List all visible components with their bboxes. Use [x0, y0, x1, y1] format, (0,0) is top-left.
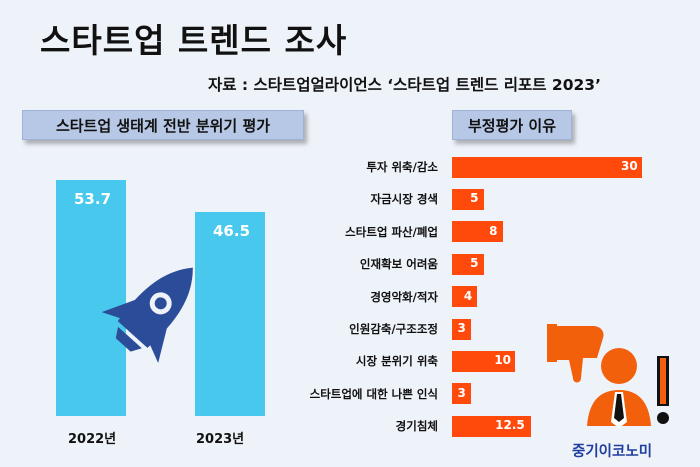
reason-bar: [452, 415, 532, 437]
category-label: 스타트업에 대한 나쁜 인식: [309, 386, 438, 401]
reason-bar-value: 30: [621, 159, 638, 173]
reason-bar: [452, 383, 471, 405]
bar-2023년: [195, 211, 265, 416]
reason-bar-value: 5: [470, 191, 479, 206]
category-label: 경영악화/적자: [370, 289, 438, 304]
reason-bar-value: 5: [470, 256, 479, 271]
page-title: 스타트업 트렌드 조사: [40, 21, 348, 60]
brand-logo-text: 중기이코노미: [572, 444, 653, 460]
exclamation-icon: [657, 356, 669, 424]
right-chart-title: 부정평가 이유: [452, 110, 572, 140]
reason-bar: [452, 253, 484, 275]
reason-bar-value: 8: [489, 223, 498, 238]
category-label: 시장 분위기 위축: [355, 354, 438, 369]
bar-value-label: 53.7: [74, 190, 112, 208]
reason-bar: [452, 286, 478, 308]
bar-value-label: 46.5: [213, 221, 251, 240]
reason-bar: [452, 221, 503, 243]
reason-bar: [452, 350, 516, 372]
reason-bar-value: 4: [463, 288, 473, 303]
category-label: 자금시장 경색: [370, 192, 438, 207]
category-label: 인원감축/구조조정: [349, 322, 438, 336]
reason-bar: [452, 188, 484, 210]
person-icon: [587, 348, 651, 428]
reason-bar-value: 3: [457, 385, 466, 400]
reason-bar-value: 12.5: [495, 418, 525, 433]
category-label: 경기침체: [395, 419, 438, 434]
category-label: 인재확보 어려움: [359, 257, 438, 272]
thumbs-down-figure: [547, 324, 669, 428]
category-label: 투자 위축/감소: [366, 160, 438, 174]
reason-bar: [452, 156, 642, 178]
thumbs-down-icon: [547, 324, 604, 383]
x-tick-label: 2023년: [196, 432, 245, 447]
category-label: 스타트업 파산/폐업: [345, 224, 438, 239]
reason-bar: [452, 318, 471, 340]
reason-bar-value: 10: [494, 353, 512, 368]
source-note: 자료 : 스타트업얼라이언스 ‘스타트업 트렌드 리포트 2023’: [208, 76, 601, 94]
left-chart-title: 스타트업 생태계 전반 분위기 평가: [22, 110, 304, 140]
bar-2022년: [56, 180, 126, 416]
reason-bar-value: 3: [457, 321, 466, 335]
x-tick-label: 2022년: [68, 432, 117, 447]
rocket-icon: [101, 267, 193, 363]
